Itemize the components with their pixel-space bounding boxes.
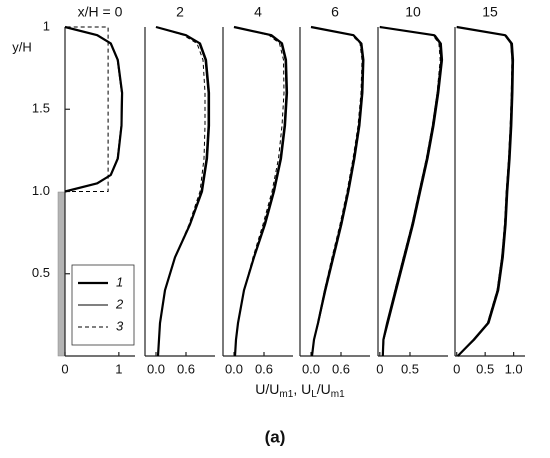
x-tick-label: 0.5 [401, 361, 419, 376]
x-tick-label: 0.6 [177, 361, 195, 376]
panel-title: x/H = 0 [78, 4, 123, 20]
x-tick-label: 0.0 [302, 361, 320, 376]
wall-step [57, 191, 66, 357]
x-axis-label-part: , U [293, 381, 311, 397]
legend-label: 3 [116, 318, 124, 333]
y-tick-label: 1.0 [32, 183, 50, 198]
y-tick-label: 1.5 [32, 101, 50, 116]
panel-title: 4 [254, 4, 262, 20]
x-tick-label: 0.0 [225, 361, 243, 376]
profile-line [310, 26, 363, 357]
profile-line [310, 26, 365, 357]
panel-title: 2 [176, 4, 184, 20]
profile-line [379, 26, 444, 357]
profile-line [379, 26, 441, 357]
profile-line [310, 25, 365, 357]
x-axis-label-part: /U [317, 381, 331, 397]
panel-title: 10 [405, 4, 421, 20]
profile-line [233, 25, 289, 357]
profile-line [379, 25, 443, 357]
x-tick-label: 0 [453, 361, 460, 376]
x-axis-label-sub: m1 [331, 389, 345, 400]
legend-label: 2 [115, 296, 124, 311]
x-tick-label: 0 [61, 361, 68, 376]
profile-line [456, 26, 513, 357]
y-tick-label: 0.5 [32, 265, 50, 280]
x-tick-label: 0.5 [476, 361, 494, 376]
y-tick-label: 1 [43, 18, 50, 33]
x-axis-label-part: U/U [255, 381, 279, 397]
panel-title: 15 [482, 4, 498, 20]
x-axis-label: U/Um1, UL/Um1 [255, 381, 345, 400]
panel-title: 6 [331, 4, 339, 20]
y-axis-label: y/H [12, 39, 32, 54]
profile-line [456, 26, 515, 357]
profile-line [64, 26, 122, 192]
legend-label: 1 [116, 274, 123, 289]
x-axis-label-sub: L [311, 389, 317, 400]
x-tick-label: 1.0 [505, 361, 523, 376]
x-tick-label: 0.0 [147, 361, 165, 376]
caption: (a) [265, 427, 286, 446]
profile-line [155, 26, 206, 357]
x-axis-label-sub: m1 [279, 389, 293, 400]
x-tick-label: 0.6 [332, 361, 350, 376]
profile-line [65, 26, 109, 192]
profile-line [456, 25, 514, 357]
x-tick-label: 1 [115, 361, 122, 376]
profile-line [233, 26, 285, 357]
x-tick-label: 0 [376, 361, 383, 376]
x-tick-label: 0.6 [255, 361, 273, 376]
